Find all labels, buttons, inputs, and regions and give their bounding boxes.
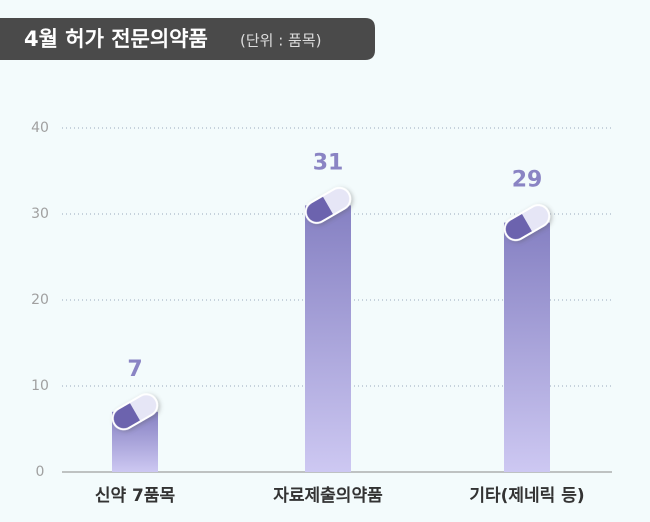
- title-box: [0, 18, 375, 60]
- chart-title: 4월 허가 전문의약품: [24, 27, 208, 51]
- x-tick-label: 기타(제네릭 등): [469, 486, 584, 506]
- pill-icon: [503, 204, 551, 242]
- y-tick-label: 10: [31, 378, 49, 394]
- pill-dark: [505, 213, 532, 240]
- pill-dark: [306, 196, 333, 222]
- pill-dark: [113, 403, 140, 429]
- value-label: 31: [313, 150, 344, 175]
- value-label: 29: [512, 168, 543, 193]
- x-tick-label: 신약 7품목: [95, 485, 176, 506]
- pill-icon: [304, 186, 352, 224]
- value-label: 7: [127, 357, 142, 382]
- bar: [305, 205, 351, 472]
- y-tick-label: 0: [36, 464, 45, 480]
- x-tick-label: 자료제출의약품: [273, 485, 383, 506]
- y-tick-label: 30: [31, 206, 49, 222]
- y-tick-label: 40: [31, 120, 49, 136]
- y-tick-label: 20: [31, 292, 49, 308]
- pill-icon: [111, 393, 159, 431]
- bar: [504, 222, 550, 472]
- chart-subtitle: (단위 : 품목): [240, 32, 322, 50]
